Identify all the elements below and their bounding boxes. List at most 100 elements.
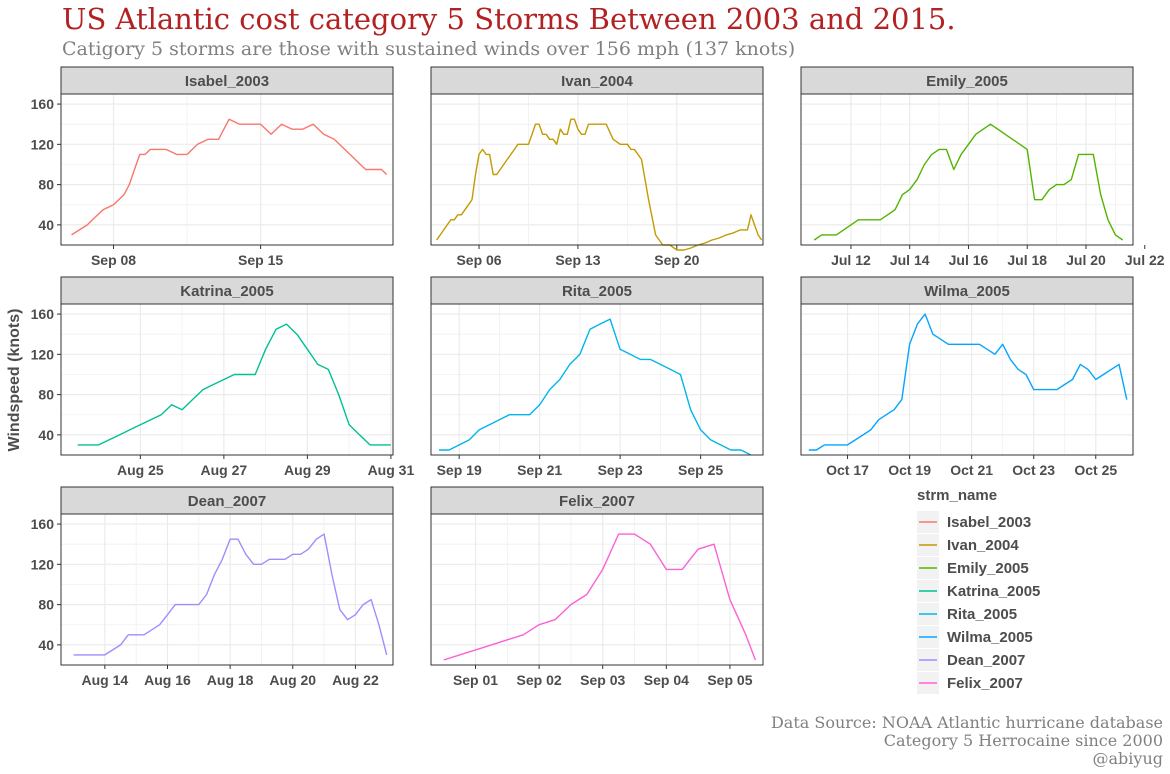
facet-strip — [60, 486, 394, 515]
facet-strip — [60, 276, 394, 305]
legend-item-Felix_2007: Felix_2007 — [917, 672, 1023, 694]
y-tick-label: 120 — [31, 136, 55, 152]
facet-strip — [800, 66, 1134, 95]
legend: strm_name Isabel_2003 Ivan_2004 Emily_2005 K… — [917, 487, 1040, 694]
x-tick-label: Aug 25 — [117, 462, 164, 478]
plot-area — [431, 94, 763, 245]
facet-strip — [430, 276, 764, 305]
x-tick-label: Jul 22 — [1125, 252, 1165, 268]
y-tick-label: 40 — [38, 427, 54, 443]
series-line-Isabel_2003 — [71, 118, 388, 236]
x-tick-label: Aug 22 — [332, 672, 379, 688]
panel-border — [60, 93, 394, 246]
y-tick-label: 160 — [31, 306, 55, 322]
y-tick-label: 80 — [38, 177, 54, 193]
legend-label: Dean_2007 — [947, 652, 1025, 669]
facet-Felix_2007: Felix_2007 Sep 01 Sep 02 Sep 03 Sep 04 Sep 05 — [430, 486, 764, 688]
plot-area — [431, 514, 763, 665]
facet-strip — [430, 486, 764, 515]
legend-label: Katrina_2005 — [947, 583, 1040, 600]
x-tick-label: Sep 05 — [707, 672, 752, 688]
facet-label: Emily_2005 — [926, 73, 1008, 90]
chart-subtitle: Catigory 5 storms are those with sustain… — [62, 38, 796, 60]
y-axis-title: Windspeed (knots) — [6, 309, 23, 452]
facet-label: Felix_2007 — [559, 493, 635, 510]
caption-author: @abiyug — [1092, 749, 1163, 768]
legend-title: strm_name — [917, 487, 997, 504]
panel-border — [60, 303, 394, 456]
facet-label: Isabel_2003 — [185, 73, 269, 90]
x-tick-label: Oct 17 — [826, 462, 869, 478]
x-tick-label: Sep 15 — [238, 252, 283, 268]
plot-area — [801, 304, 1133, 455]
x-tick-label: Sep 20 — [654, 252, 699, 268]
facet-label: Wilma_2005 — [924, 283, 1010, 300]
legend-label: Wilma_2005 — [947, 629, 1033, 646]
panel-border — [60, 513, 394, 666]
x-tick-label: Sep 23 — [598, 462, 643, 478]
plot-area — [431, 304, 763, 455]
x-tick-label: Aug 29 — [284, 462, 331, 478]
legend-item-Ivan_2004: Ivan_2004 — [917, 534, 1019, 556]
x-tick-label: Sep 19 — [437, 462, 482, 478]
x-tick-label: Jul 12 — [831, 252, 871, 268]
facet-Emily_2005: Emily_2005 Jul 12 Jul 14 Jul 16 Jul 18 Jul 20… — [800, 66, 1165, 268]
x-tick-label: Sep 25 — [678, 462, 723, 478]
x-tick-label: Sep 03 — [580, 672, 625, 688]
facet-label: Katrina_2005 — [180, 283, 273, 300]
series-line-Wilma_2005 — [808, 313, 1128, 451]
y-tick-label: 40 — [38, 637, 54, 653]
x-tick-label: Jul 16 — [949, 252, 989, 268]
series-line-Katrina_2005 — [77, 323, 391, 446]
facet-Ivan_2004: Ivan_2004 Sep 06 Sep 13 Sep 20 — [430, 66, 764, 268]
plot-area — [801, 94, 1133, 245]
facet-strip — [430, 66, 764, 95]
x-tick-label: Aug 14 — [82, 672, 129, 688]
x-tick-label: Aug 31 — [368, 462, 415, 478]
facet-Isabel_2003: Isabel_2003 40 80 120 160 Sep 08 Sep 15 — [31, 66, 394, 268]
facet-Dean_2007: Dean_2007 40 80 120 160 Aug 14 Aug 16 Aug 18 Aug… — [31, 486, 394, 688]
x-tick-label: Oct 23 — [1012, 462, 1055, 478]
x-tick-label: Sep 08 — [91, 252, 136, 268]
series-line-Dean_2007 — [73, 533, 388, 656]
x-tick-label: Aug 27 — [201, 462, 248, 478]
facet-Rita_2005: Rita_2005 Sep 19 Sep 21 Sep 23 Sep 25 — [430, 276, 764, 478]
y-tick-label: 80 — [38, 597, 54, 613]
legend-item-Isabel_2003: Isabel_2003 — [917, 511, 1031, 533]
x-tick-label: Oct 19 — [888, 462, 931, 478]
x-tick-label: Jul 14 — [890, 252, 930, 268]
facet-label: Ivan_2004 — [561, 73, 633, 90]
legend-item-Katrina_2005: Katrina_2005 — [917, 580, 1040, 602]
y-tick-label: 40 — [38, 217, 54, 233]
y-tick-label: 80 — [38, 387, 54, 403]
facet-Wilma_2005: Wilma_2005 Oct 17 Oct 19 Oct 21 Oct 23 Oct 25 — [800, 276, 1134, 478]
panel-border — [430, 513, 764, 666]
panel-border — [430, 303, 764, 456]
x-tick-label: Aug 16 — [144, 672, 191, 688]
x-tick-label: Sep 06 — [456, 252, 501, 268]
facet-label: Dean_2007 — [188, 493, 266, 510]
x-tick-label: Aug 20 — [269, 672, 316, 688]
legend-item-Dean_2007: Dean_2007 — [917, 649, 1025, 671]
series-line-Emily_2005 — [813, 123, 1124, 241]
x-tick-label: Jul 20 — [1066, 252, 1106, 268]
plot-area — [61, 514, 393, 665]
panel-border — [430, 93, 764, 246]
x-tick-label: Oct 25 — [1074, 462, 1117, 478]
legend-item-Rita_2005: Rita_2005 — [917, 603, 1017, 625]
x-tick-label: Sep 04 — [644, 672, 689, 688]
panel-border — [800, 93, 1134, 246]
y-tick-label: 160 — [31, 96, 55, 112]
facet-strip — [60, 66, 394, 95]
chart-title: US Atlantic cost category 5 Storms Betwe… — [62, 2, 956, 36]
y-tick-label: 120 — [31, 346, 55, 362]
x-tick-label: Sep 21 — [517, 462, 562, 478]
x-tick-label: Oct 21 — [950, 462, 993, 478]
caption-subtitle: Category 5 Herrocaine since 2000 — [883, 731, 1163, 750]
plot-area — [61, 304, 393, 455]
facet-strip — [800, 276, 1134, 305]
caption-source: Data Source: NOAA Atlantic hurricane dat… — [770, 713, 1163, 732]
series-line-Rita_2005 — [439, 318, 752, 456]
legend-item-Emily_2005: Emily_2005 — [917, 557, 1029, 579]
